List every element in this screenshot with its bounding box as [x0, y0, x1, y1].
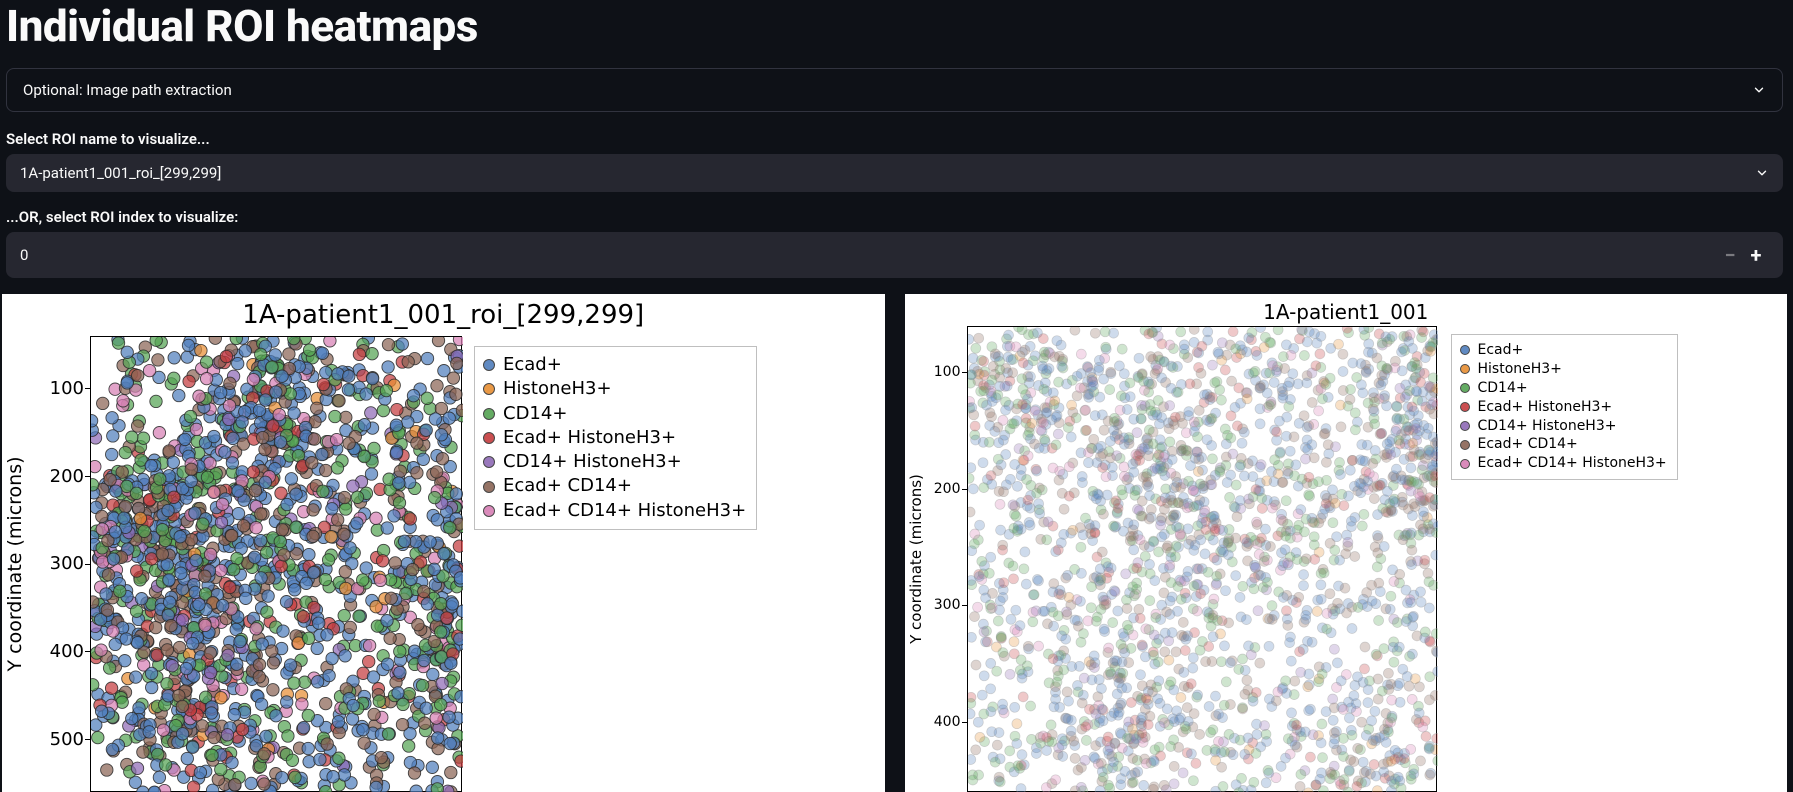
legend-label: CD14+ HistoneH3+ [1478, 417, 1617, 436]
legend-label: Ecad+ CD14+ [503, 474, 632, 498]
roi-name-label: Select ROI name to visualize... [6, 130, 1787, 148]
legend-swatch [1460, 402, 1470, 412]
legend-label: Ecad+ [1478, 341, 1524, 360]
chart-title: 1A-patient1_001_roi_[299,299] [2, 300, 885, 330]
chart-title: 1A-patient1_001 [905, 300, 1788, 324]
legend-item: Ecad+ CD14+ HistoneH3+ [1460, 454, 1667, 473]
y-tick: 500 [38, 729, 84, 750]
legend-item: Ecad+ HistoneH3+ [1460, 398, 1667, 417]
y-axis-label: Y coordinate (microns) [907, 474, 925, 644]
legend-label: CD14+ [1478, 379, 1528, 398]
legend-item: HistoneH3+ [483, 377, 746, 401]
chevron-down-icon [1752, 83, 1766, 97]
legend-label: Ecad+ CD14+ HistoneH3+ [1478, 454, 1667, 473]
legend-item: CD14+ [483, 402, 746, 426]
plot-area [967, 326, 1437, 792]
y-tick: 400 [38, 641, 84, 662]
legend-item: CD14+ HistoneH3+ [1460, 417, 1667, 436]
y-tick: 300 [915, 597, 961, 613]
y-tick: 200 [38, 466, 84, 487]
plot-area [90, 336, 462, 792]
legend-label: HistoneH3+ [1478, 360, 1562, 379]
legend-label: Ecad+ [503, 353, 562, 377]
y-tick: 300 [38, 553, 84, 574]
chevron-down-icon [1755, 166, 1769, 180]
expander-image-path[interactable]: Optional: Image path extraction [6, 68, 1783, 112]
roi-scatter-chart: 1A-patient1_001_roi_[299,299] Y coordina… [2, 294, 885, 792]
legend-item: CD14+ [1460, 379, 1667, 398]
decrement-button[interactable]: − [1717, 242, 1743, 268]
increment-button[interactable]: + [1743, 242, 1769, 268]
legend-label: CD14+ [503, 402, 567, 426]
roi-name-select[interactable]: 1A-patient1_001_roi_[299,299] [6, 154, 1783, 192]
legend-label: Ecad+ HistoneH3+ [503, 426, 676, 450]
legend-item: Ecad+ HistoneH3+ [483, 426, 746, 450]
roi-index-input[interactable] [20, 246, 1717, 264]
charts-row: 1A-patient1_001_roi_[299,299] Y coordina… [2, 294, 1787, 792]
legend-swatch [1460, 383, 1470, 393]
legend-item: Ecad+ [483, 353, 746, 377]
roi-name-value: 1A-patient1_001_roi_[299,299] [20, 164, 1755, 182]
legend: Ecad+HistoneH3+CD14+Ecad+ HistoneH3+CD14… [1451, 334, 1678, 480]
legend-label: HistoneH3+ [503, 377, 612, 401]
legend-swatch [1460, 440, 1470, 450]
legend-item: Ecad+ CD14+ [1460, 435, 1667, 454]
legend-swatch [483, 359, 495, 371]
scatter-points [91, 337, 463, 792]
legend-swatch [483, 456, 495, 468]
overview-scatter-chart: 1A-patient1_001 Y coordinate (microns) E… [905, 294, 1788, 792]
y-tick: 400 [915, 714, 961, 730]
legend-item: CD14+ HistoneH3+ [483, 450, 746, 474]
legend-label: Ecad+ HistoneH3+ [1478, 398, 1613, 417]
legend-swatch [483, 505, 495, 517]
legend-label: CD14+ HistoneH3+ [503, 450, 682, 474]
y-tick: 100 [38, 378, 84, 399]
legend-item: Ecad+ [1460, 341, 1667, 360]
roi-index-label: ...OR, select ROI index to visualize: [6, 208, 1787, 226]
scatter-points [968, 327, 1438, 792]
legend-label: Ecad+ CD14+ [1478, 435, 1578, 454]
legend-item: Ecad+ CD14+ [483, 474, 746, 498]
roi-index-stepper[interactable]: − + [6, 232, 1783, 278]
legend-label: Ecad+ CD14+ HistoneH3+ [503, 499, 746, 523]
y-tick: 200 [915, 481, 961, 497]
legend-swatch [1460, 421, 1470, 431]
legend-swatch [1460, 364, 1470, 374]
legend-swatch [483, 408, 495, 420]
legend-swatch [483, 481, 495, 493]
legend-item: Ecad+ CD14+ HistoneH3+ [483, 499, 746, 523]
expander-label: Optional: Image path extraction [23, 81, 232, 99]
legend: Ecad+HistoneH3+CD14+Ecad+ HistoneH3+CD14… [474, 346, 757, 530]
legend-swatch [1460, 459, 1470, 469]
y-tick: 100 [915, 364, 961, 380]
legend-item: HistoneH3+ [1460, 360, 1667, 379]
page-title: Individual ROI heatmaps [2, 0, 1787, 52]
legend-swatch [1460, 345, 1470, 355]
legend-swatch [483, 383, 495, 395]
y-axis-label: Y coordinate (microns) [4, 456, 26, 671]
legend-swatch [483, 432, 495, 444]
